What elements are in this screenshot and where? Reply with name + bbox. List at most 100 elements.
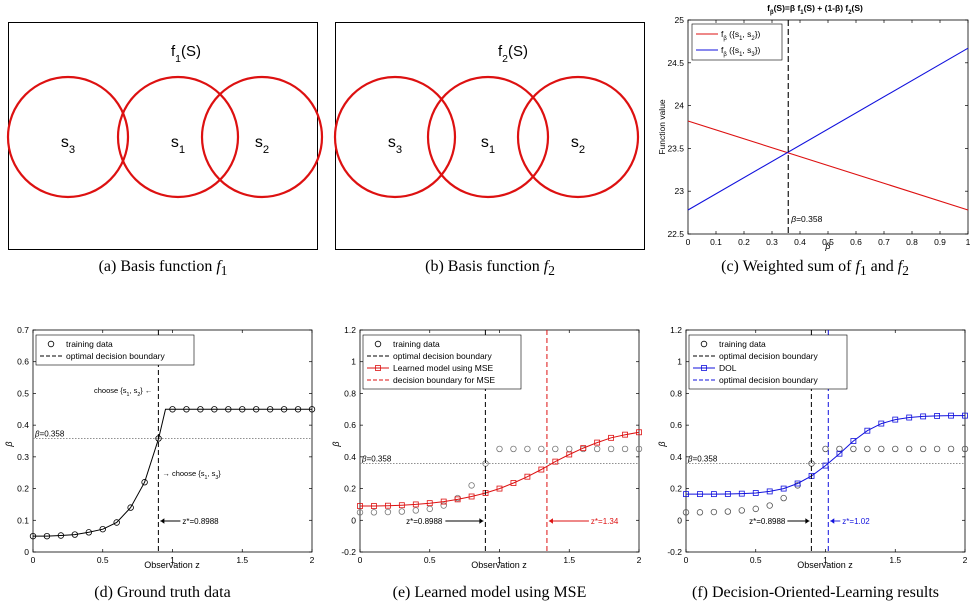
mse-model-line — [360, 431, 640, 507]
data-point — [169, 406, 176, 413]
caption-e-text: (e) Learned model using MSE — [392, 584, 587, 601]
x-tick-label: 0 — [31, 555, 36, 565]
model-point — [962, 412, 968, 419]
x-tick-label: 2 — [637, 555, 642, 565]
data-point — [47, 340, 55, 348]
label-part: s — [171, 134, 179, 151]
label-part: ({s — [727, 45, 739, 55]
circle-s1 — [426, 75, 550, 199]
hline-beta-label: β=0.358 — [687, 455, 718, 464]
series-line-2 — [687, 47, 969, 211]
caption-a: (a) Basis function f1 — [8, 258, 318, 279]
model-point — [375, 365, 381, 371]
model-point — [701, 365, 707, 371]
legend-box — [691, 23, 783, 61]
x-tick-label: 0.5 — [424, 555, 436, 565]
caption-d-text: (d) Ground truth data — [94, 584, 231, 601]
x-tick-label: 0.4 — [794, 237, 806, 247]
data-point — [127, 504, 134, 511]
panel-b-diagram: f2(S) s3 s1 s2 — [333, 22, 645, 250]
label-part: f — [171, 43, 176, 60]
y-tick-label: 1.2 — [670, 325, 682, 335]
legend-item-label: fβ ({s1, s2}) — [721, 29, 761, 42]
y-tick-label: 0.2 — [670, 484, 682, 494]
caption-c-math1: f — [855, 258, 860, 275]
data-point — [398, 508, 406, 515]
caption-e: (e) Learned model using MSE — [327, 584, 652, 602]
x-tick-label: 0.5 — [97, 555, 109, 565]
label-part: 2 — [751, 36, 754, 42]
label-part: f — [721, 29, 724, 39]
panel-c-svg: 0 0.1 0.2 0.3 0.4 0.5 0.6 0.7 0.8 0.9 122.52323.52… — [657, 3, 971, 251]
caption-a-text: (a) Basis function — [98, 258, 217, 275]
data-point — [211, 406, 218, 413]
data-point — [752, 505, 759, 513]
series-line-1 — [687, 120, 969, 211]
caption-c-and: and — [866, 258, 898, 275]
data-point — [906, 445, 913, 453]
caption-a-math: f — [216, 258, 221, 275]
label-part: s — [61, 134, 69, 151]
data-point — [593, 445, 601, 453]
data-point — [57, 532, 65, 539]
y-tick-label: 24.5 — [667, 58, 684, 68]
data-point — [552, 445, 559, 453]
model-point — [426, 500, 433, 507]
circle-label-s1: s1 — [171, 134, 185, 156]
model-point — [357, 503, 363, 509]
label-part: (S) — [181, 43, 201, 60]
truth-curve — [33, 408, 312, 537]
caption-c: (c) Weighted sum of f1 and f2 — [655, 258, 975, 279]
data-point — [696, 509, 704, 516]
label-part: 3 — [215, 475, 218, 481]
diagram-title: f2(S) — [498, 43, 528, 65]
model-point — [878, 420, 885, 427]
y-tick-label: 22.5 — [667, 229, 684, 239]
data-point — [370, 509, 378, 516]
data-point — [384, 508, 392, 516]
data-point — [266, 406, 274, 413]
label-part: =0.358 — [693, 455, 718, 464]
label-part: β — [687, 455, 693, 464]
data-point — [496, 445, 503, 453]
label-part: (S) — [508, 43, 528, 60]
data-point — [225, 406, 232, 413]
x-tick-label: 0.7 — [878, 237, 890, 247]
chart-e-xlabel: Observation z — [471, 560, 527, 570]
y-tick-label: 23 — [675, 186, 685, 196]
data-point — [412, 507, 419, 514]
y-tick-label: 0.2 — [17, 484, 29, 494]
data-point — [682, 509, 690, 516]
model-point — [738, 490, 745, 497]
data-point — [836, 445, 843, 453]
panel-c-chart: 0 0.1 0.2 0.3 0.4 0.5 0.6 0.7 0.8 0.9 1 22.5 23 23.5 2… — [655, 0, 975, 255]
model-point — [412, 501, 419, 508]
x-tick-label: 1 — [497, 555, 502, 565]
annotation-zlabel: z*=0.8988 — [406, 517, 443, 526]
circle-label-s3: s3 — [388, 134, 402, 156]
y-tick-label: 0 — [351, 515, 356, 525]
panel-f-chart: 0 0.5 1 1.5 2 -0.2 0 0.2 0.4 0.6 0.8 1 1.2 Observatio… — [653, 318, 978, 583]
legend-box — [362, 334, 522, 390]
data-point — [947, 445, 955, 453]
data-point — [607, 445, 615, 453]
data-point — [635, 445, 643, 453]
legend-item-label: training data — [719, 339, 766, 349]
data-point — [294, 406, 302, 413]
dol-model-line — [686, 415, 965, 495]
y-tick-label: -0.2 — [667, 547, 682, 557]
model-point — [683, 491, 689, 498]
label-part: f — [721, 45, 724, 55]
y-tick-label: -0.2 — [341, 547, 356, 557]
label-part: =0.358 — [367, 455, 392, 464]
x-tick-label: 0.9 — [934, 237, 946, 247]
data-point — [71, 531, 79, 538]
model-point — [822, 462, 829, 469]
data-point — [724, 508, 732, 515]
label-part: 2 — [848, 10, 852, 16]
data-point — [510, 445, 517, 453]
circle-label-s3: s3 — [61, 134, 75, 156]
label-part: 2 — [502, 53, 508, 65]
panel-e-svg: 0 0.5 1 1.5 2-0.200.20.40.60.811.2Observatio… — [331, 325, 643, 570]
data-point — [440, 502, 447, 509]
